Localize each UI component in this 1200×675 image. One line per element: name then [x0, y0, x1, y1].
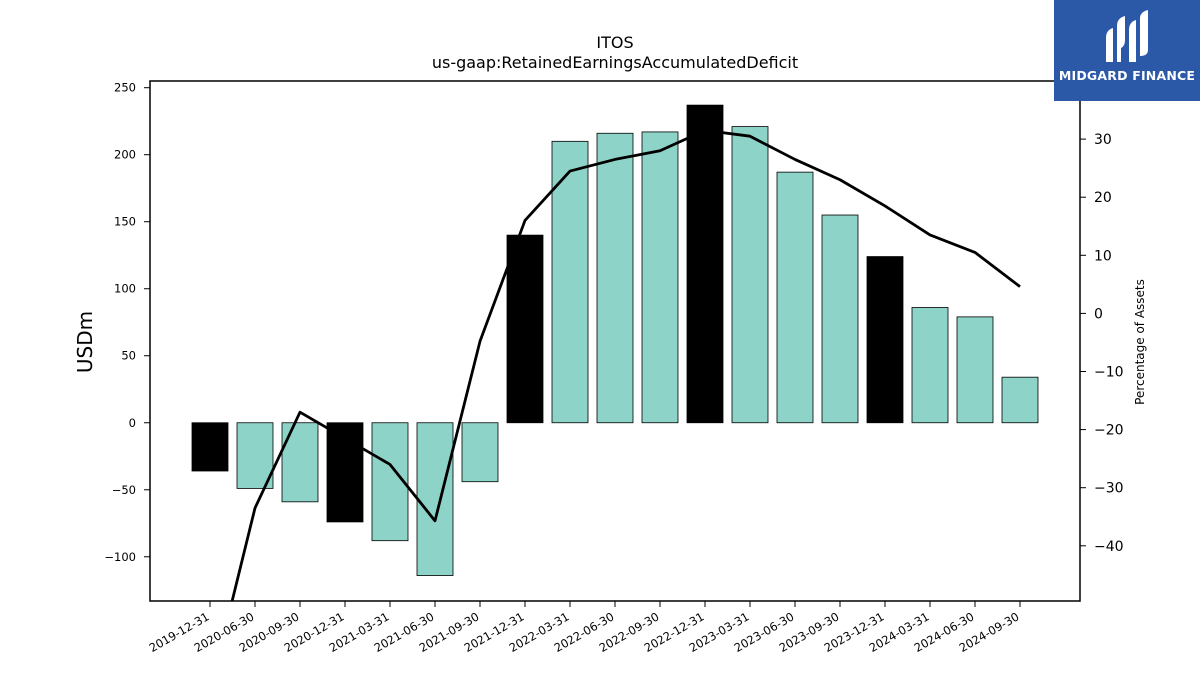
bar-2021-06-30 — [416, 422, 454, 576]
bar-2024-09-30 — [1001, 376, 1039, 424]
bar-group — [191, 104, 1039, 576]
y-tick-label-left: 100 — [114, 282, 136, 296]
y-tick-label-right: 20 — [1094, 190, 1112, 206]
bar-2022-09-30 — [641, 131, 679, 424]
bar-2022-12-31 — [686, 104, 724, 424]
y-tick-label-right: −20 — [1094, 423, 1124, 439]
midgard-logo-icon — [1106, 10, 1148, 62]
y-tick-label-left: −100 — [104, 550, 136, 564]
y-tick-label-right: 0 — [1094, 306, 1103, 322]
y-tick-label-left: 150 — [114, 215, 136, 229]
bar-2021-12-31 — [506, 234, 544, 424]
chart-title: ITOS — [596, 33, 633, 52]
y-tick-label-right: −10 — [1094, 365, 1124, 381]
y-tick-label-left: 250 — [114, 81, 136, 95]
percentage-line — [230, 128, 1021, 601]
bar-2023-12-31 — [866, 256, 904, 424]
y-axis-label-right: Percentage of Assets — [1133, 279, 1147, 405]
y-axis-left: −100 −50 0 50 100 150 200 250 — [104, 81, 150, 564]
brand-logo: MIDGARD FINANCE — [1054, 0, 1200, 101]
chart-subtitle: us-gaap:RetainedEarningsAccumulatedDefic… — [432, 53, 798, 72]
y-tick-label-left: 50 — [121, 349, 136, 363]
y-tick-label-left: 0 — [129, 416, 136, 430]
bar-2022-06-30 — [596, 132, 634, 424]
bar-2022-03-31 — [551, 140, 589, 424]
y-tick-label-left: 200 — [114, 148, 136, 162]
bar-2020-09-30 — [281, 422, 319, 503]
bar-2019-12-31 — [191, 422, 229, 472]
bar-2023-09-30 — [821, 214, 859, 424]
y-tick-label-right: 10 — [1094, 248, 1112, 264]
bar-2024-06-30 — [956, 316, 994, 424]
y-axis-label-left: USDm — [73, 311, 97, 373]
y-tick-label-right: −40 — [1094, 539, 1124, 555]
x-axis: 2019-12-312020-06-302020-09-302020-12-31… — [147, 601, 1022, 655]
brand-name: MIDGARD FINANCE — [1058, 68, 1196, 83]
y-tick-label-left: −50 — [112, 483, 136, 497]
bar-2023-06-30 — [776, 171, 814, 424]
y-tick-label-right: −30 — [1094, 481, 1124, 497]
bar-2024-03-31 — [911, 307, 949, 424]
bar-2021-09-30 — [461, 422, 499, 483]
bar-2020-06-30 — [236, 422, 274, 489]
bar-2023-03-31 — [731, 126, 769, 424]
y-axis-right: −40 −30 −20 −10 0 10 20 30 — [1080, 132, 1124, 555]
y-tick-label-right: 30 — [1094, 132, 1112, 148]
line-group — [230, 128, 1021, 601]
